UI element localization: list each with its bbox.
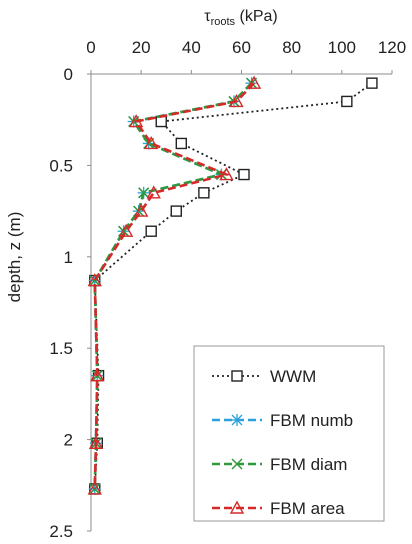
x-tick-label: 0: [86, 38, 95, 57]
series-line: [93, 82, 373, 490]
series-layer: [87, 75, 378, 495]
x-tick-label: 120: [378, 38, 406, 57]
data-point-cross-stroke: [138, 187, 150, 199]
data-point-square: [238, 168, 250, 181]
x-tick-label: 40: [182, 38, 201, 57]
x-axis-title-unit: (kPa): [235, 8, 278, 25]
legend-item: WWM: [212, 367, 316, 386]
y-tick-label: 2.5: [49, 522, 73, 539]
legend-label: FBM numb: [270, 411, 353, 430]
x-axis-title-sub: roots: [211, 16, 236, 28]
legend-item: FBM numb: [212, 411, 353, 430]
data-point-triangle: [118, 223, 134, 237]
data-point-cross: [231, 458, 243, 470]
x-tick-label: 100: [328, 38, 356, 57]
data-point-square: [155, 115, 167, 128]
series-fbm-area: [87, 75, 262, 495]
legend-item: FBM area: [212, 499, 345, 518]
data-point-triangle: [87, 273, 102, 287]
x-axis-title: τroots (kPa): [204, 8, 277, 28]
data-point-triangle: [88, 435, 104, 449]
legend: WWM FBM numb FBM diam FBM area: [193, 345, 385, 522]
y-tick-label: 0.5: [49, 156, 73, 175]
x-axis-title-main: τ: [204, 8, 211, 25]
x-tick-label: 20: [132, 38, 151, 57]
data-point-square: [231, 370, 243, 382]
data-point-square: [366, 77, 378, 89]
y-tick-label: 1: [64, 248, 73, 267]
x-tick-label: 60: [232, 38, 251, 57]
data-point-triangle: [246, 75, 262, 89]
legend-box: [193, 345, 385, 522]
data-point-triangle: [90, 368, 105, 382]
x-tick-label: 80: [282, 38, 301, 57]
data-point-triangle: [133, 203, 149, 217]
data-point-square: [198, 187, 210, 199]
legend-label: FBM diam: [270, 455, 347, 474]
data-point-triangle: [146, 185, 161, 199]
data-point-triangle: [128, 114, 144, 128]
data-point-triangle: [229, 93, 244, 108]
series-line: [93, 82, 255, 489]
y-tick-label: 2: [64, 431, 73, 450]
y-tick-label: 1.5: [49, 339, 73, 358]
y-tick-label: 0: [64, 65, 73, 84]
data-point-triangle: [87, 481, 102, 495]
data-point-square: [175, 137, 188, 150]
data-point-square: [341, 95, 353, 108]
data-point-triangle: [144, 136, 159, 150]
legend-item: FBM diam: [212, 455, 347, 474]
data-point-cross: [138, 187, 150, 199]
legend-label: FBM area: [270, 499, 345, 518]
data-point-square: [145, 225, 157, 237]
y-axis-title: depth, z (m): [5, 212, 24, 303]
data-point-triangle: [219, 167, 234, 181]
data-point-cross-stroke: [231, 458, 243, 470]
data-point-triangle: [229, 500, 245, 514]
data-point-asterisk: [231, 414, 243, 426]
axes: 0 20 40 60 80 100 120 0 0.5 1 1.5 2 2.5 τroots (kPa) d…: [5, 8, 406, 541]
data-point-square: [170, 205, 182, 217]
legend-label: WWM: [270, 367, 316, 386]
